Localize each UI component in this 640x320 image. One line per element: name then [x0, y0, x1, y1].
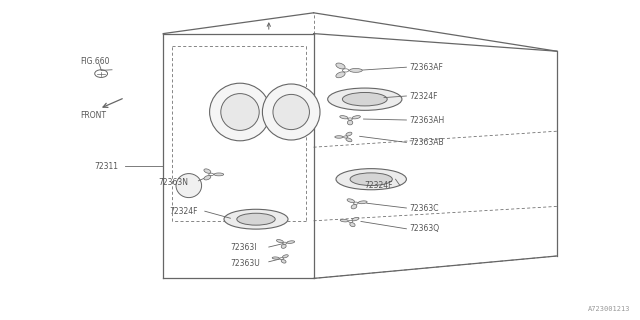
Ellipse shape — [335, 136, 343, 138]
Text: 72363N: 72363N — [159, 178, 189, 187]
Ellipse shape — [328, 88, 402, 110]
Ellipse shape — [176, 173, 202, 198]
Ellipse shape — [346, 132, 352, 136]
Ellipse shape — [342, 92, 387, 106]
Ellipse shape — [280, 258, 284, 260]
Ellipse shape — [209, 173, 214, 176]
Ellipse shape — [262, 84, 320, 140]
Ellipse shape — [350, 223, 355, 227]
Ellipse shape — [340, 116, 348, 119]
Ellipse shape — [342, 69, 349, 72]
Ellipse shape — [354, 202, 358, 204]
Text: 72324F: 72324F — [410, 92, 438, 100]
Ellipse shape — [221, 93, 259, 131]
Ellipse shape — [352, 217, 359, 221]
Ellipse shape — [273, 94, 310, 130]
Text: 72311: 72311 — [95, 162, 119, 171]
Text: A723001213: A723001213 — [588, 306, 630, 312]
Ellipse shape — [348, 120, 353, 125]
Ellipse shape — [351, 204, 357, 209]
Ellipse shape — [276, 240, 284, 243]
Text: FRONT: FRONT — [80, 111, 106, 120]
Ellipse shape — [204, 169, 211, 173]
Ellipse shape — [336, 72, 345, 78]
Ellipse shape — [352, 116, 360, 119]
Ellipse shape — [237, 213, 275, 225]
Text: 72363I: 72363I — [230, 244, 257, 252]
Ellipse shape — [214, 173, 224, 176]
Ellipse shape — [281, 244, 286, 248]
Ellipse shape — [348, 118, 353, 120]
Ellipse shape — [95, 70, 108, 77]
Text: 72363U: 72363U — [230, 259, 260, 268]
Ellipse shape — [336, 169, 406, 190]
Text: 72363AB: 72363AB — [410, 138, 444, 147]
Text: 72324F: 72324F — [365, 181, 394, 190]
Ellipse shape — [347, 199, 355, 203]
Ellipse shape — [349, 220, 353, 222]
Text: 72324F: 72324F — [170, 207, 198, 216]
Text: 72363C: 72363C — [410, 204, 439, 212]
Ellipse shape — [283, 242, 287, 244]
Ellipse shape — [272, 257, 280, 259]
Ellipse shape — [282, 255, 288, 258]
Ellipse shape — [210, 83, 270, 141]
Text: 72363AH: 72363AH — [410, 116, 445, 124]
Ellipse shape — [350, 173, 392, 186]
Ellipse shape — [349, 68, 362, 72]
Ellipse shape — [344, 136, 348, 138]
Text: 72363AF: 72363AF — [410, 63, 444, 72]
Text: FIG.660: FIG.660 — [80, 57, 109, 66]
Ellipse shape — [346, 138, 352, 142]
Ellipse shape — [287, 241, 294, 244]
Ellipse shape — [358, 201, 367, 204]
Text: 72363Q: 72363Q — [410, 224, 440, 233]
Ellipse shape — [224, 209, 288, 229]
Ellipse shape — [204, 176, 211, 180]
Ellipse shape — [281, 260, 286, 263]
Ellipse shape — [336, 63, 345, 69]
Ellipse shape — [340, 219, 348, 222]
